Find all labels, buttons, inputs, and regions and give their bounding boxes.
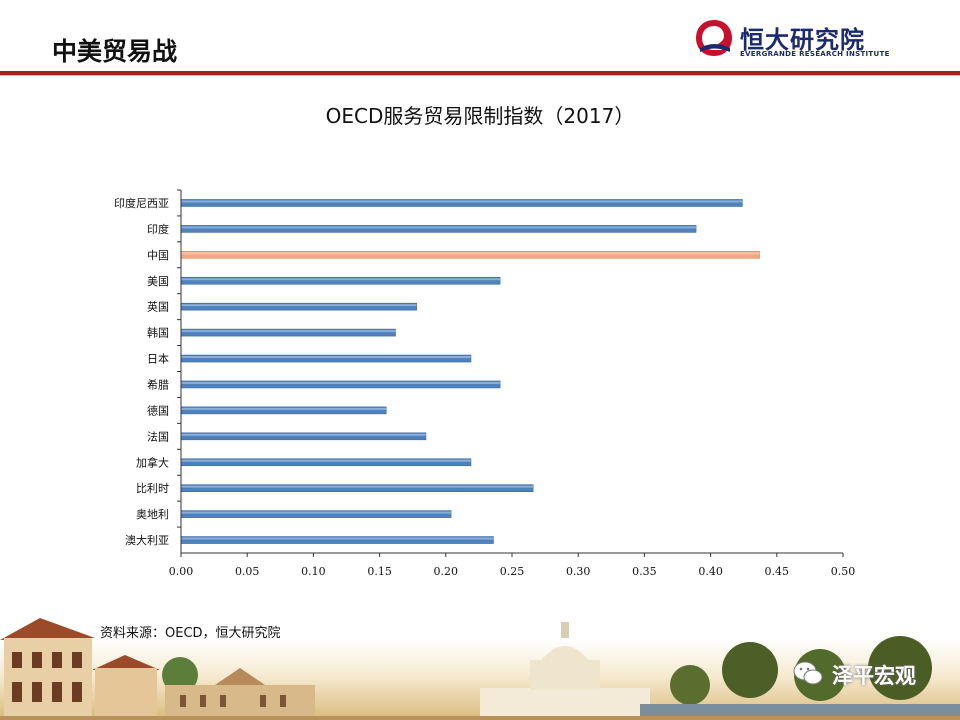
logo-en-text: EVERGRANDE RESEARCH INSTITUTE	[740, 50, 890, 58]
category-label-7: 希腊	[147, 377, 169, 391]
x-tick-label-7: 0.35	[632, 565, 657, 578]
category-label-4: 英国	[147, 300, 169, 314]
evergrande-logo-icon	[696, 20, 732, 56]
x-tick-label-3: 0.15	[367, 565, 392, 578]
category-label-9: 法国	[147, 429, 169, 443]
x-tick-label-1: 0.05	[235, 565, 260, 578]
category-label-6: 日本	[147, 352, 169, 366]
wechat-icon	[793, 661, 823, 685]
header-rule	[0, 71, 960, 75]
category-label-8: 德国	[147, 403, 169, 417]
category-label-0: 印度尼西亚	[114, 196, 169, 210]
category-label-12: 奥地利	[136, 507, 169, 521]
logo: 恒大研究院 EVERGRANDE RESEARCH INSTITUTE	[694, 18, 889, 62]
x-tick-label-4: 0.20	[434, 565, 459, 578]
category-label-1: 印度	[147, 222, 169, 236]
x-tick-label-8: 0.40	[698, 565, 723, 578]
category-label-10: 加拿大	[136, 455, 169, 469]
x-tick-label-6: 0.30	[566, 565, 591, 578]
x-tick-label-2: 0.10	[301, 565, 326, 578]
chart-title: OECD服务贸易限制指数（2017）	[325, 104, 635, 128]
category-label-5: 韩国	[147, 326, 169, 340]
header-rule-shadow	[0, 75, 960, 76]
page-title: 中美贸易战	[52, 37, 178, 66]
x-tick-label-9: 0.45	[765, 565, 790, 578]
category-label-11: 比利时	[136, 482, 169, 495]
logo-cn-text: 恒大研究院	[740, 26, 865, 54]
x-tick-label-10: 0.50	[831, 565, 856, 578]
source-note: 资料来源：OECD，恒大研究院	[100, 626, 281, 641]
architecture-banner	[0, 618, 960, 720]
category-label-3: 美国	[147, 275, 169, 288]
category-label-13: 澳大利亚	[125, 533, 169, 547]
category-label-2: 中国	[147, 249, 169, 262]
x-tick-label-5: 0.25	[500, 565, 525, 578]
x-tick-label-0: 0.00	[169, 565, 194, 578]
watermark-text: 泽平宏观	[832, 664, 916, 688]
